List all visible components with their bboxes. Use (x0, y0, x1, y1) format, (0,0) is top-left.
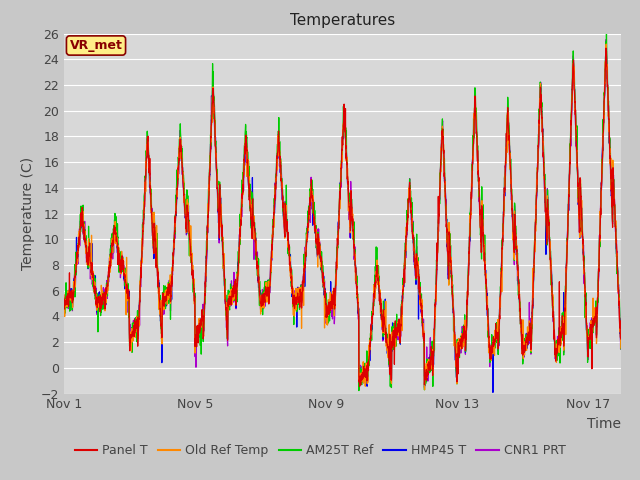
Y-axis label: Temperature (C): Temperature (C) (21, 157, 35, 270)
Title: Temperatures: Temperatures (290, 13, 395, 28)
X-axis label: Time: Time (587, 417, 621, 431)
Legend: Panel T, Old Ref Temp, AM25T Ref, HMP45 T, CNR1 PRT: Panel T, Old Ref Temp, AM25T Ref, HMP45 … (70, 440, 571, 462)
Text: VR_met: VR_met (70, 39, 122, 52)
